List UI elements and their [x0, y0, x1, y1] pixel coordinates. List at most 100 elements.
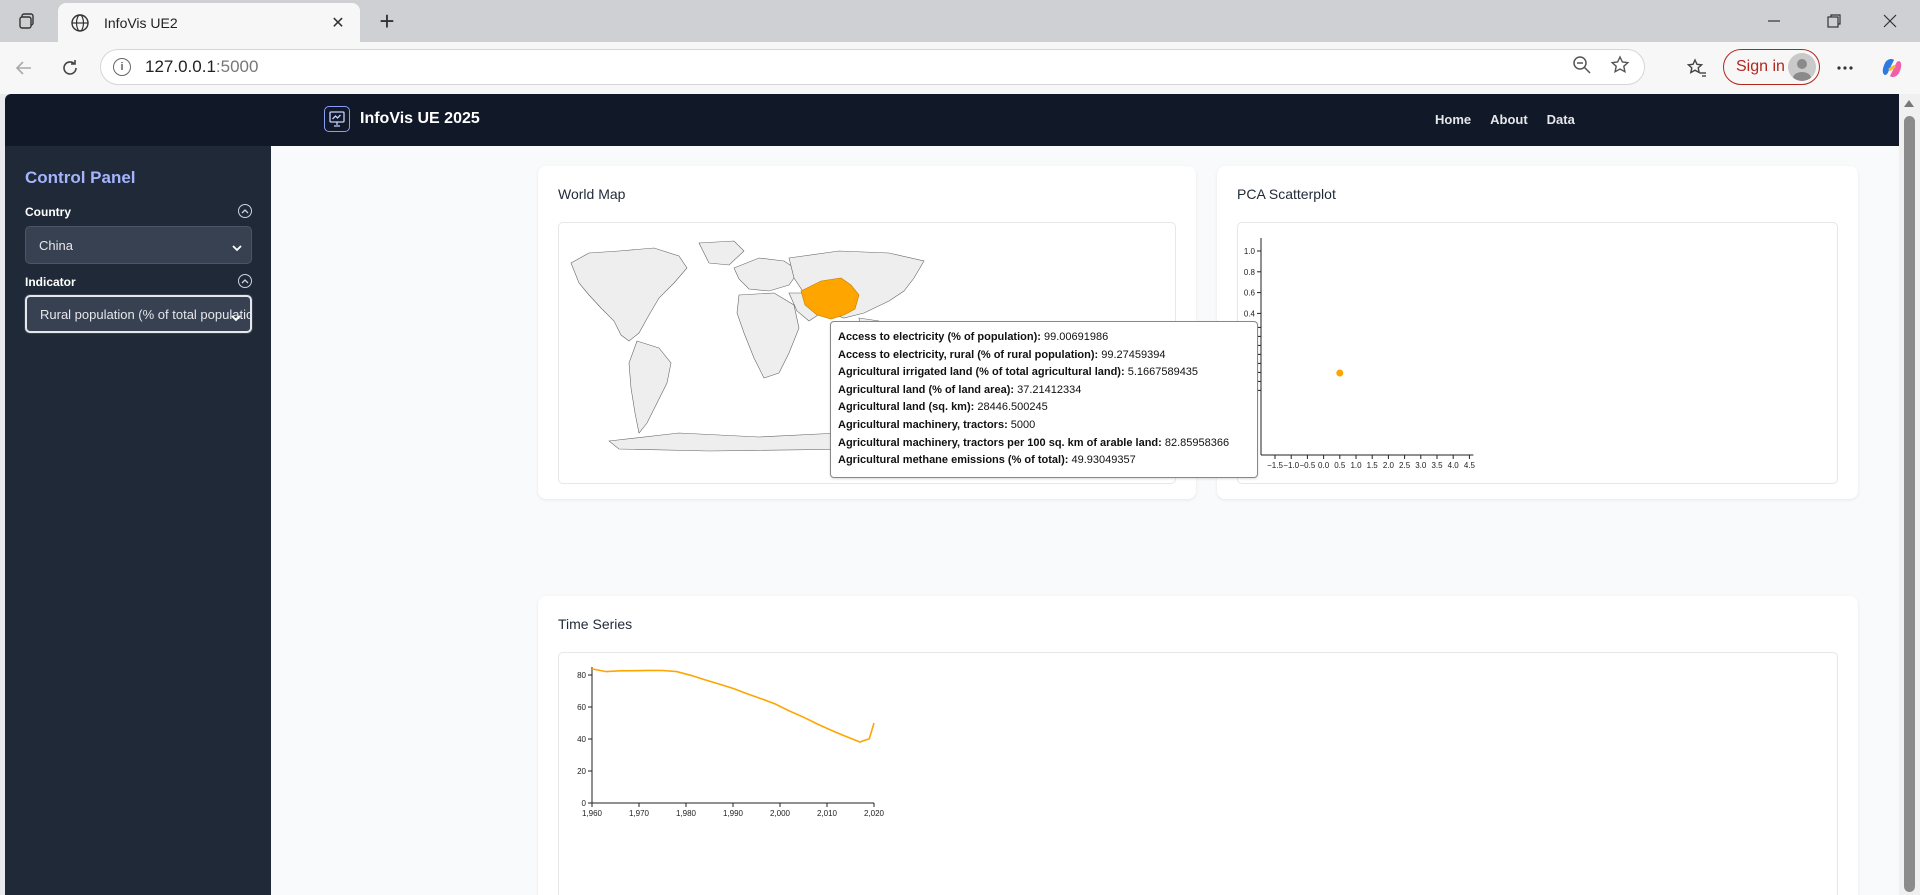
time-series-title: Time Series — [558, 616, 633, 632]
nav-data[interactable]: Data — [1546, 112, 1575, 127]
pca-x-tick-label: 3.0 — [1415, 461, 1427, 470]
tooltip-value: 5.1667589435 — [1124, 366, 1199, 379]
chevron-down-icon — [231, 310, 241, 325]
pca-x-tick-label: 4.0 — [1448, 461, 1460, 470]
tooltip-label: Access to electricity, rural (% of rural… — [838, 348, 1099, 361]
country-label: Country — [25, 205, 71, 219]
pca-x-tick-label: 1.5 — [1367, 461, 1379, 470]
back-icon[interactable] — [10, 54, 38, 82]
tooltip-value: 28446.500245 — [974, 401, 1048, 414]
tooltip-value: 99.00691986 — [1040, 331, 1109, 343]
tab-close-icon[interactable]: ✕ — [331, 14, 345, 32]
nav-about[interactable]: About — [1490, 112, 1528, 127]
pca-x-tick-label: 2.0 — [1383, 461, 1395, 470]
tooltip-value: 49.93049357 — [1068, 454, 1136, 467]
workspaces-icon[interactable] — [12, 8, 42, 34]
favorite-star-icon[interactable] — [1610, 54, 1630, 80]
url-host: 127.0.0.1 — [145, 57, 216, 76]
brand-name: InfoVis UE 2025 — [360, 110, 480, 127]
sign-in-label: Sign in — [1736, 58, 1785, 75]
browser-tabstrip: InfoVis UE2 ✕ + — [0, 0, 1920, 42]
ts-x-tick-label: 1,990 — [723, 809, 744, 818]
control-panel-sidebar: Control Panel Country China Indicator Ru… — [5, 146, 271, 895]
site-info-icon[interactable]: i — [113, 58, 131, 76]
map-country-china — [800, 277, 860, 320]
pca-x-tick-label: −1.5 — [1267, 461, 1283, 470]
ts-x-tick-label: 2,010 — [817, 809, 838, 818]
ts-y-tick-label: 60 — [577, 703, 586, 712]
chevron-down-icon — [232, 240, 242, 255]
indicator-collapse-icon[interactable] — [238, 274, 252, 288]
tooltip-row: Agricultural land (% of land area): 37.2… — [838, 382, 1250, 400]
pca-x-tick-label: −1.0 — [1283, 461, 1299, 470]
globe-icon — [70, 13, 90, 33]
brand[interactable]: InfoVis UE 2025 — [324, 106, 480, 132]
reload-icon[interactable] — [56, 54, 84, 82]
pca-x-tick-label: 2.5 — [1399, 461, 1411, 470]
favorites-icon[interactable] — [1683, 54, 1711, 82]
more-menu-icon[interactable] — [1831, 54, 1859, 82]
ts-series-line — [591, 668, 875, 743]
map-north-america — [570, 247, 688, 342]
country-select[interactable]: China — [25, 226, 252, 264]
pca-y-tick-label: 0.4 — [1244, 309, 1256, 318]
time-series-card: Time Series 0 20 40 60 80 1,960 1,970 1,980 1,99… — [538, 596, 1858, 895]
pca-y-tick-label: 0.8 — [1244, 268, 1256, 277]
country-select-value: China — [39, 237, 73, 253]
indicator-select-value: Rural population (% of total population) — [40, 306, 252, 322]
tooltip-row: Access to electricity, rural (% of rural… — [838, 347, 1250, 365]
url-port: :5000 — [215, 57, 259, 76]
pca-y-tick-label: 0.6 — [1244, 289, 1256, 298]
tooltip-row: Agricultural machinery, tractors per 100… — [838, 435, 1250, 453]
new-tab-button[interactable]: + — [379, 5, 395, 36]
tooltip-label: Access to electricity (% of population): — [838, 331, 1041, 343]
top-navbar: InfoVis UE 2025 Home About Data — [5, 94, 1899, 146]
zoom-out-icon[interactable] — [1572, 55, 1592, 80]
pca-point[interactable] — [1336, 369, 1344, 377]
minimize-icon[interactable] — [1754, 7, 1794, 35]
ts-x-tick-label: 1,970 — [629, 809, 650, 818]
address-bar: i 127.0.0.1:5000 Sign in — [0, 42, 1920, 94]
country-collapse-icon[interactable] — [238, 204, 252, 218]
scroll-up-icon[interactable] — [1904, 100, 1914, 107]
tooltip-value: 99.27459394 — [1098, 348, 1166, 361]
pca-x-tick-label: 0.5 — [1334, 461, 1346, 470]
sign-in-button[interactable]: Sign in — [1723, 49, 1820, 85]
presentation-chart-icon — [324, 106, 350, 132]
scrollbar-thumb[interactable] — [1904, 116, 1915, 892]
time-series-svg: 0 20 40 60 80 1,960 1,970 1,980 1,990 2,000 2,010 2… — [577, 667, 885, 818]
nav-home[interactable]: Home — [1435, 112, 1472, 127]
time-series-container: 0 20 40 60 80 1,960 1,970 1,980 1,990 2,000 2,010 2… — [558, 652, 1838, 895]
tooltip-row: Agricultural methane emissions (% of tot… — [838, 452, 1250, 470]
pca-x-tick-label: 0.0 — [1318, 461, 1330, 470]
tooltip-value: 82.85958366 — [1161, 436, 1230, 449]
tooltip-row: Agricultural machinery, tractors: 5000 — [838, 417, 1250, 435]
restore-icon[interactable] — [1814, 7, 1854, 35]
pca-x-tick-label: 1.0 — [1350, 461, 1362, 470]
pca-container: −1.5 −1.0 −0.5 0.0 0.5 1.0 1.5 2.0 2.5 3.0 3.5 4.0 4… — [1237, 222, 1838, 484]
page-scrollbar[interactable] — [1899, 94, 1920, 895]
ts-x-tick-label: 1,980 — [676, 809, 697, 818]
country-tooltip: Access to electricity (% of population):… — [830, 321, 1258, 478]
pca-card: PCA Scatterplot −1.5 −1.0 −0.5 0.0 0.5 1.0 1.5… — [1217, 166, 1858, 499]
url-input[interactable]: i 127.0.0.1:5000 — [100, 49, 1645, 85]
browser-tab[interactable]: InfoVis UE2 ✕ — [58, 3, 360, 42]
tooltip-label: Agricultural methane emissions (% of tot… — [838, 454, 1069, 467]
map-europe — [733, 257, 800, 292]
avatar — [1788, 53, 1816, 81]
pca-title: PCA Scatterplot — [1237, 186, 1336, 202]
world-map-title: World Map — [558, 186, 626, 202]
pca-scatter-svg: −1.5 −1.0 −0.5 0.0 0.5 1.0 1.5 2.0 2.5 3.0 3.5 4.0 4… — [1244, 238, 1476, 470]
indicator-select[interactable]: Rural population (% of total population) — [25, 295, 252, 333]
tooltip-label: Agricultural irrigated land (% of total … — [838, 366, 1125, 379]
nav-links: Home About Data — [1435, 112, 1575, 127]
close-window-icon[interactable] — [1870, 7, 1910, 35]
copilot-icon[interactable] — [1878, 54, 1906, 82]
ts-x-tick-label: 2,000 — [770, 809, 791, 818]
tooltip-label: Agricultural machinery, tractors per 100… — [838, 436, 1162, 449]
tooltip-row: Agricultural irrigated land (% of total … — [838, 364, 1250, 382]
tooltip-value: 5000 — [1007, 418, 1036, 431]
pca-x-tick-label: 3.5 — [1431, 461, 1443, 470]
tooltip-label: Agricultural land (% of land area): — [838, 383, 1015, 396]
ts-y-tick-label: 40 — [577, 735, 586, 744]
